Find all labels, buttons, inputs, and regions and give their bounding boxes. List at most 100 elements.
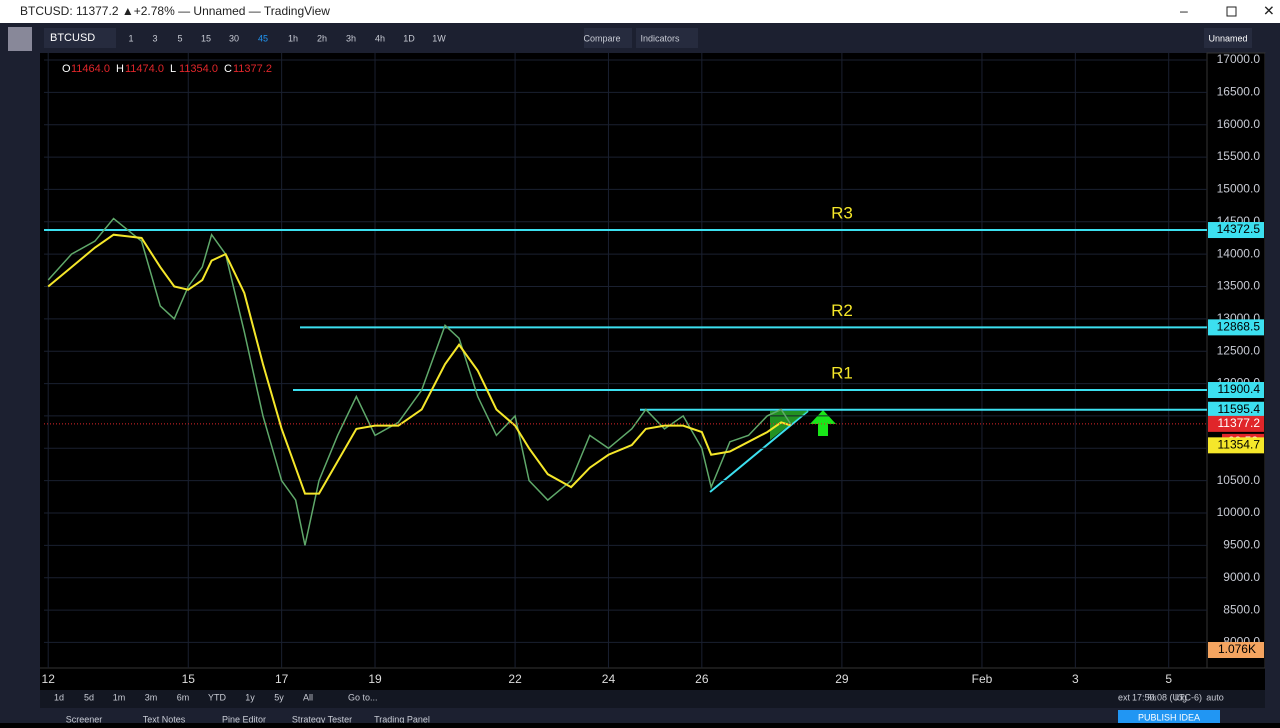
y-tick-label: 16500.0 <box>1217 85 1261 99</box>
y-tick-label: 17000.0 <box>1217 52 1261 66</box>
ohlc-key: O <box>62 63 71 75</box>
ma-value: 11354.7 <box>1218 438 1261 452</box>
trend-line <box>709 410 809 493</box>
avatar[interactable] <box>8 27 32 51</box>
tab[interactable]: Text Notes <box>143 714 186 724</box>
window-maximize[interactable] <box>1226 6 1237 17</box>
moving-average <box>47 233 791 495</box>
interval[interactable]: 30 <box>229 33 239 43</box>
interval[interactable]: 5 <box>177 33 182 43</box>
axis-option[interactable]: auto <box>1206 692 1224 702</box>
symbol-box[interactable] <box>44 28 116 48</box>
y-tick-label: 9500.0 <box>1223 538 1260 552</box>
level-value: 11595.4 <box>1218 402 1261 416</box>
range[interactable]: 6m <box>177 692 190 702</box>
level-tag <box>1208 222 1264 239</box>
publish-button[interactable] <box>1118 710 1220 723</box>
interval[interactable]: 3 <box>152 33 157 43</box>
y-tick-label: 10500.0 <box>1217 473 1261 487</box>
x-tick-label: 24 <box>602 672 616 686</box>
x-tick-label: 15 <box>182 672 196 686</box>
interval[interactable]: 2h <box>317 33 327 43</box>
interval[interactable]: 1D <box>403 33 415 43</box>
interval[interactable]: 15 <box>201 33 211 43</box>
x-tick-label: 12 <box>42 672 56 686</box>
last-price-tag <box>1208 415 1264 432</box>
tab[interactable]: Screener <box>66 714 103 724</box>
bottom-bar <box>40 690 1265 708</box>
level-label: R2 <box>831 301 853 320</box>
x-tick-label: 5 <box>1165 672 1172 686</box>
goto[interactable]: Go to... <box>348 692 378 702</box>
ohlc-value: 11354.0 <box>179 63 218 75</box>
left-toolbar <box>0 53 40 723</box>
interval[interactable]: 3h <box>346 33 356 43</box>
axis-option[interactable]: % <box>1148 692 1156 702</box>
window-close[interactable]: ✕ <box>1263 3 1275 19</box>
y-tick-label: 15000.0 <box>1217 182 1261 196</box>
chart-area <box>40 53 1265 668</box>
ohlc-key: C <box>224 63 232 75</box>
x-tick-label: 19 <box>368 672 382 686</box>
interval[interactable]: 1 <box>128 33 133 43</box>
range[interactable]: YTD <box>208 692 227 702</box>
ohlc-value: 11464.0 <box>71 63 110 75</box>
compare[interactable]: Compare <box>583 33 620 43</box>
range[interactable]: 3m <box>145 692 158 702</box>
window-minimize[interactable]: – <box>1180 3 1188 19</box>
level-value: 11900.4 <box>1218 382 1261 396</box>
up-arrow <box>810 410 836 436</box>
interval[interactable]: 1h <box>288 33 298 43</box>
y-tick-label: 12500.0 <box>1217 343 1261 357</box>
last-price: 11377.2 <box>1218 416 1261 430</box>
level-tag <box>1208 319 1264 336</box>
level-tag <box>1208 382 1264 399</box>
interval[interactable]: 4h <box>375 33 385 43</box>
indicators-button[interactable] <box>636 28 698 48</box>
x-tick-label: 29 <box>835 672 849 686</box>
y-tick-label: 14000.0 <box>1217 246 1261 260</box>
interval[interactable]: 45 <box>258 33 268 43</box>
y-tick-label: 15500.0 <box>1217 149 1261 163</box>
compare-button[interactable] <box>584 28 632 48</box>
range[interactable]: 1y <box>245 692 255 702</box>
ohlc-value: 11474.0 <box>125 63 164 75</box>
layout-name[interactable]: Unnamed <box>1208 33 1247 43</box>
title-bar <box>0 0 1280 23</box>
range[interactable]: 1d <box>54 692 64 702</box>
range[interactable]: All <box>303 692 313 702</box>
window-title: BTCUSD: 11377.2 ▲+2.78% — Unnamed — Trad… <box>20 4 330 18</box>
y-tick-label: 16000.0 <box>1217 117 1261 131</box>
axis-option[interactable]: log <box>1175 692 1187 702</box>
x-tick-label: 26 <box>695 672 709 686</box>
y-tick-label: 10000.0 <box>1217 505 1261 519</box>
publish[interactable]: PUBLISH IDEA <box>1138 712 1200 722</box>
x-tick-label: 22 <box>508 672 522 686</box>
y-tick-label: 9000.0 <box>1223 570 1260 584</box>
ohlc-value: 11377.2 <box>233 63 272 75</box>
ohlc-key: L <box>170 63 176 75</box>
indicators[interactable]: Indicators <box>640 33 680 43</box>
range[interactable]: 5d <box>84 692 94 702</box>
x-tick-label: 3 <box>1072 672 1079 686</box>
level-value: 14372.5 <box>1217 222 1261 236</box>
y-tick-label: 13500.0 <box>1217 279 1261 293</box>
axis-option[interactable]: ext <box>1118 692 1131 702</box>
right-panel <box>1265 53 1280 723</box>
x-tick-label: 17 <box>275 672 289 686</box>
level-label: R3 <box>831 204 853 223</box>
interval[interactable]: 1W <box>432 33 446 43</box>
level-label: R1 <box>831 364 853 383</box>
symbol[interactable]: BTCUSD <box>50 32 95 44</box>
tab[interactable]: Pine Editor <box>222 714 266 724</box>
level-value: 12868.5 <box>1217 320 1261 334</box>
layout-button[interactable] <box>1204 28 1252 48</box>
ma-tag <box>1208 437 1264 454</box>
range[interactable]: 1m <box>113 692 126 702</box>
tab[interactable]: Strategy Tester <box>292 714 352 724</box>
tab[interactable]: Trading Panel <box>374 714 430 724</box>
range[interactable]: 5y <box>274 692 284 702</box>
price-axis <box>1206 52 1266 669</box>
